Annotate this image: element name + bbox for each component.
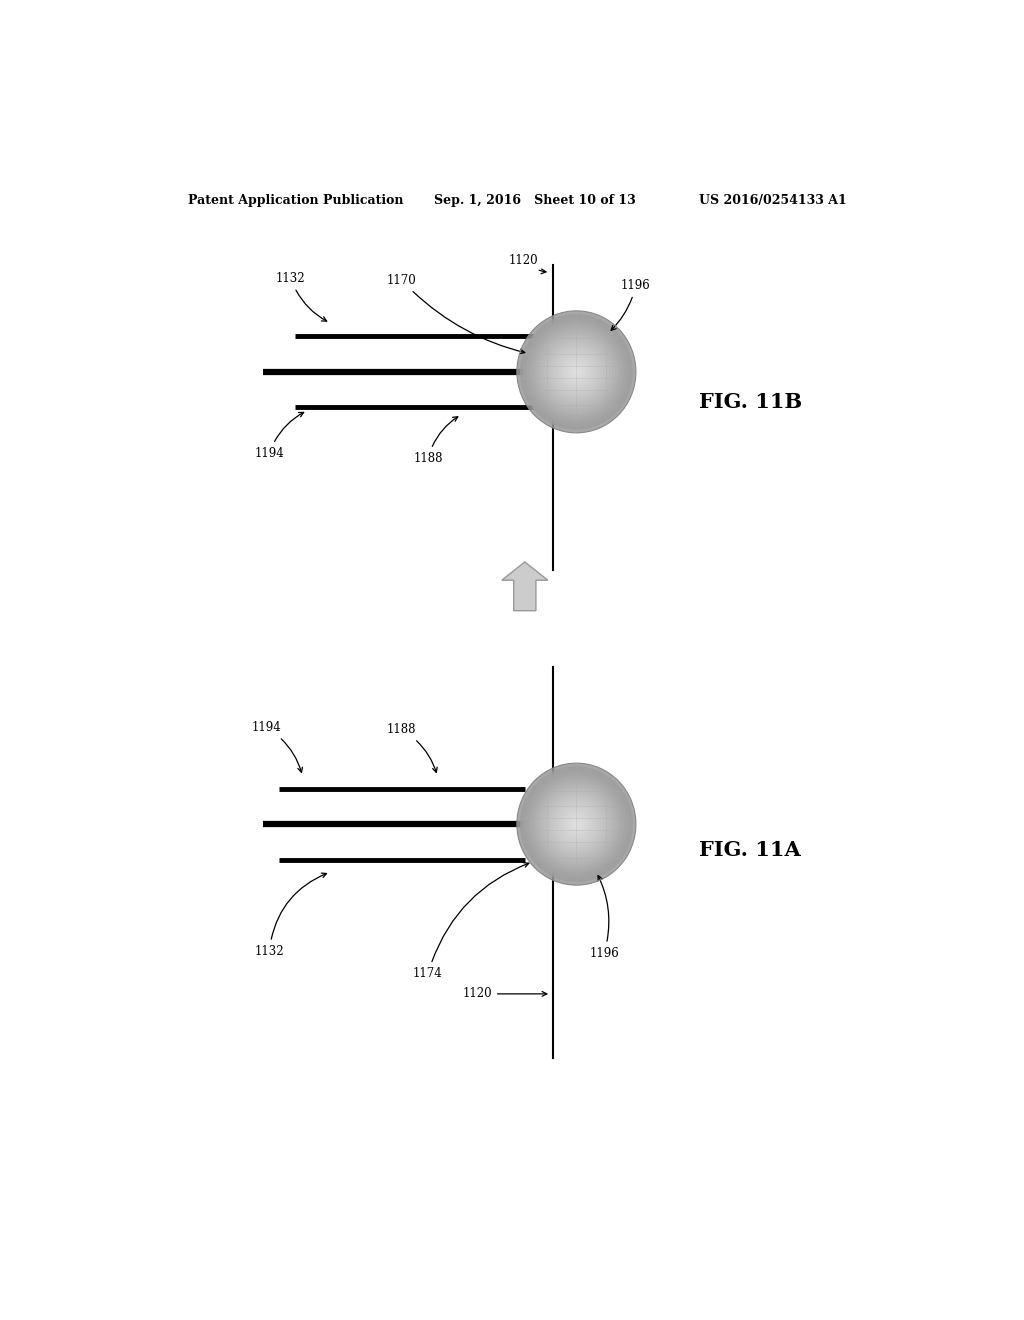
Ellipse shape (523, 770, 630, 879)
Ellipse shape (550, 345, 603, 399)
Ellipse shape (573, 821, 580, 828)
Ellipse shape (528, 775, 624, 873)
Text: 1196: 1196 (611, 279, 651, 330)
Ellipse shape (550, 797, 603, 851)
Ellipse shape (541, 788, 612, 861)
Ellipse shape (553, 800, 600, 849)
Ellipse shape (556, 803, 597, 846)
Ellipse shape (544, 791, 609, 858)
FancyArrow shape (502, 562, 548, 611)
Ellipse shape (553, 347, 600, 396)
Ellipse shape (538, 333, 615, 412)
Ellipse shape (520, 766, 633, 882)
Text: 1194: 1194 (254, 412, 304, 459)
Ellipse shape (570, 818, 583, 830)
Text: 1188: 1188 (387, 723, 437, 772)
Ellipse shape (558, 354, 594, 391)
Ellipse shape (535, 329, 618, 414)
Ellipse shape (570, 366, 583, 378)
Ellipse shape (567, 363, 586, 381)
Ellipse shape (531, 779, 621, 870)
Ellipse shape (538, 784, 615, 863)
Text: FIG. 11A: FIG. 11A (699, 840, 801, 859)
Ellipse shape (517, 312, 636, 433)
Text: 1196: 1196 (589, 875, 620, 960)
Text: 1132: 1132 (254, 873, 327, 958)
Ellipse shape (531, 326, 621, 417)
Ellipse shape (567, 814, 586, 833)
Text: 1120: 1120 (463, 987, 547, 1001)
Ellipse shape (561, 356, 591, 387)
Ellipse shape (523, 317, 630, 426)
Ellipse shape (525, 772, 627, 876)
Ellipse shape (564, 359, 588, 384)
Ellipse shape (535, 781, 618, 867)
Text: US 2016/0254133 A1: US 2016/0254133 A1 (699, 194, 847, 207)
Ellipse shape (558, 805, 594, 842)
Ellipse shape (520, 314, 633, 430)
Ellipse shape (544, 338, 609, 405)
Text: 1174: 1174 (413, 863, 528, 979)
Ellipse shape (556, 351, 597, 393)
Ellipse shape (564, 812, 588, 837)
Text: 1120: 1120 (508, 253, 546, 273)
Text: 1170: 1170 (387, 273, 524, 354)
Text: 1132: 1132 (275, 272, 327, 321)
Text: 1194: 1194 (252, 721, 302, 772)
Ellipse shape (525, 319, 627, 424)
Ellipse shape (517, 763, 636, 886)
Text: Patent Application Publication: Patent Application Publication (187, 194, 403, 207)
Text: 1188: 1188 (414, 417, 458, 465)
Text: FIG. 11B: FIG. 11B (699, 392, 803, 412)
Text: Sep. 1, 2016   Sheet 10 of 13: Sep. 1, 2016 Sheet 10 of 13 (433, 194, 635, 207)
Ellipse shape (561, 809, 591, 840)
Ellipse shape (528, 323, 624, 421)
Ellipse shape (573, 368, 580, 375)
Ellipse shape (547, 793, 606, 854)
Ellipse shape (541, 335, 612, 408)
Ellipse shape (547, 342, 606, 403)
